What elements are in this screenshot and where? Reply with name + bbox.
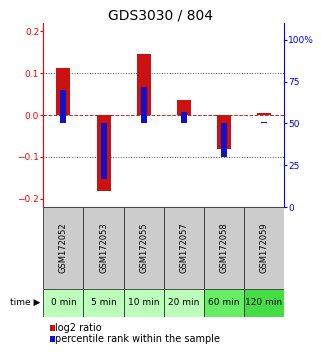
Text: 10 min: 10 min <box>128 298 160 307</box>
Bar <box>43 289 83 317</box>
Bar <box>204 289 244 317</box>
Bar <box>124 207 164 289</box>
Bar <box>60 90 66 124</box>
Text: 20 min: 20 min <box>168 298 199 307</box>
Bar <box>217 115 231 149</box>
Bar <box>257 113 271 115</box>
Bar <box>43 207 83 289</box>
Bar <box>204 207 244 289</box>
Bar <box>100 124 107 179</box>
Text: percentile rank within the sample: percentile rank within the sample <box>56 334 221 344</box>
Text: GSM172057: GSM172057 <box>179 222 188 273</box>
Text: GSM172052: GSM172052 <box>59 222 68 273</box>
Text: 120 min: 120 min <box>246 298 282 307</box>
Bar <box>177 100 191 115</box>
Text: log2 ratio: log2 ratio <box>56 323 102 333</box>
Text: 60 min: 60 min <box>208 298 240 307</box>
Bar <box>56 68 70 115</box>
Text: GDS3030 / 804: GDS3030 / 804 <box>108 9 213 23</box>
Bar <box>244 289 284 317</box>
Bar <box>164 207 204 289</box>
Text: 5 min: 5 min <box>91 298 117 307</box>
Bar <box>83 207 124 289</box>
Text: GSM172055: GSM172055 <box>139 222 148 273</box>
Bar <box>244 207 284 289</box>
Text: GSM172058: GSM172058 <box>219 222 229 273</box>
Bar <box>124 289 164 317</box>
Bar <box>181 112 187 124</box>
Text: GSM172059: GSM172059 <box>259 222 269 273</box>
Text: GSM172053: GSM172053 <box>99 222 108 273</box>
Bar <box>83 289 124 317</box>
Bar <box>164 289 204 317</box>
Bar <box>221 124 227 157</box>
Bar <box>141 87 147 124</box>
Bar <box>137 55 151 115</box>
Text: 0 min: 0 min <box>50 298 76 307</box>
Text: time ▶: time ▶ <box>10 298 40 307</box>
Bar <box>261 122 267 124</box>
Bar <box>97 115 110 191</box>
